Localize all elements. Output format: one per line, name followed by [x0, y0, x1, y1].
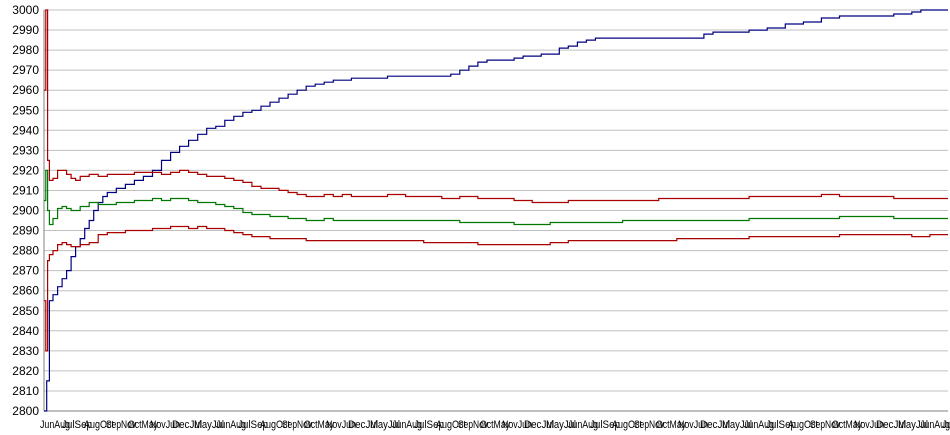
x-tick-label: MayJul: [194, 419, 224, 431]
y-tick-label: 2840: [12, 324, 39, 338]
x-tick-label: SepNov: [458, 419, 488, 431]
y-tick-label: 2820: [12, 364, 39, 378]
x-tick-label: NovJun: [326, 419, 356, 431]
x-tick-label: MayJul: [370, 419, 400, 431]
x-tick-label: NovJun: [150, 419, 180, 431]
x-tick-label: JunAug: [744, 419, 774, 431]
y-tick-label: 2860: [12, 284, 39, 298]
x-tick-label: JunAug: [568, 419, 598, 431]
series-line-0: [44, 9, 948, 412]
y-tick-label: 3000: [12, 3, 39, 17]
x-tick-label: JunAug: [40, 419, 70, 431]
series-line-1: [44, 9, 948, 204]
x-tick-label: JulSep: [590, 419, 620, 431]
y-tick-label: 2990: [12, 23, 39, 37]
y-tick-label: 2800: [12, 404, 39, 418]
x-tick-labels: JunAugJulSepAugOctSepNovOctMayNovJunDecJ…: [40, 419, 950, 431]
y-tick-label: 2880: [12, 244, 39, 258]
y-tick-labels: 2800 2810 2820 2830 2840 2850 2860 2870 2880 2890…: [12, 3, 39, 418]
x-tick-label: AugOct: [260, 419, 290, 431]
y-tick-label: 2850: [12, 304, 39, 318]
x-tick-label: DecJul: [172, 419, 202, 431]
x-tick-label: NovJun: [678, 419, 708, 431]
y-tick-label: 2930: [12, 143, 39, 157]
y-tick-label: 2960: [12, 83, 39, 97]
gridlines: [44, 9, 948, 392]
y-tick-label: 2920: [12, 163, 39, 177]
series-lines: [44, 9, 948, 412]
y-tick-label: 2940: [12, 123, 39, 137]
x-tick-label: MayJul: [722, 419, 752, 431]
x-tick-label: JulSep: [942, 419, 950, 431]
x-tick-label: DecJul: [876, 419, 906, 431]
x-tick-label: JulSep: [62, 419, 92, 431]
x-tick-label: JulSep: [238, 419, 268, 431]
x-tick-label: SepNov: [634, 419, 664, 431]
x-tick-label: DecJul: [700, 419, 730, 431]
y-tick-label: 2830: [12, 344, 39, 358]
x-tick-label: JulSep: [766, 419, 796, 431]
x-tick-label: OctMay: [128, 419, 158, 431]
x-tick-label: OctMay: [304, 419, 334, 431]
x-tick-label: DecJul: [348, 419, 378, 431]
x-tick-label: SepNov: [106, 419, 136, 431]
y-tick-label: 2900: [12, 204, 39, 218]
x-tick-label: DecJul: [524, 419, 554, 431]
x-tick-label: OctMay: [480, 419, 510, 431]
y-tick-label: 2870: [12, 264, 39, 278]
x-tick-label: AugOct: [436, 419, 466, 431]
x-tick-label: JunAug: [920, 419, 950, 431]
x-tick-label: SepNov: [810, 419, 840, 431]
x-tick-label: AugOct: [84, 419, 114, 431]
y-tick-label: 2950: [12, 103, 39, 117]
series-line-3: [44, 225, 948, 352]
y-tick-label: 2980: [12, 43, 39, 57]
y-tick-label: 2810: [12, 384, 39, 398]
x-tick-label: AugOct: [612, 419, 642, 431]
y-tick-label: 2890: [12, 224, 39, 238]
x-tick-label: OctMay: [832, 419, 862, 431]
axes: [43, 10, 948, 412]
x-tick-label: MayJul: [546, 419, 576, 431]
x-tick-label: MayJul: [898, 419, 928, 431]
x-tick-label: OctMay: [656, 419, 686, 431]
y-tick-label: 2910: [12, 183, 39, 197]
x-tick-label: JulSep: [414, 419, 444, 431]
x-tick-label: JunAug: [216, 419, 246, 431]
series-line-2: [44, 169, 948, 226]
x-tick-label: SepNov: [282, 419, 312, 431]
y-tick-label: 2970: [12, 63, 39, 77]
x-tick-label: AugOct: [788, 419, 818, 431]
x-tick-label: NovJun: [854, 419, 884, 431]
x-tick-label: JunAug: [392, 419, 422, 431]
x-tick-label: NovJun: [502, 419, 532, 431]
